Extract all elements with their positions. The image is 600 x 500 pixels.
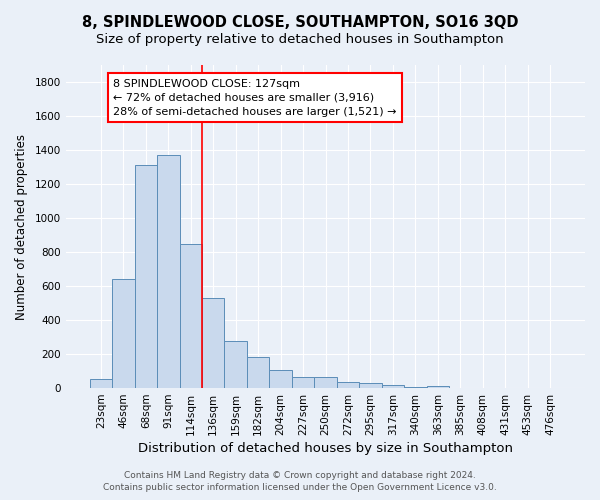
Bar	[202, 298, 224, 388]
Text: Contains HM Land Registry data © Crown copyright and database right 2024.
Contai: Contains HM Land Registry data © Crown c…	[103, 471, 497, 492]
Bar	[427, 386, 449, 388]
Bar	[292, 377, 314, 388]
Bar	[314, 377, 337, 388]
Bar	[157, 155, 179, 388]
Text: Size of property relative to detached houses in Southampton: Size of property relative to detached ho…	[96, 32, 504, 46]
Bar	[269, 370, 292, 388]
Y-axis label: Number of detached properties: Number of detached properties	[15, 134, 28, 320]
Bar	[337, 382, 359, 388]
Bar	[359, 383, 382, 388]
Bar	[382, 385, 404, 388]
Bar	[179, 244, 202, 388]
X-axis label: Distribution of detached houses by size in Southampton: Distribution of detached houses by size …	[138, 442, 513, 455]
Bar	[89, 378, 112, 388]
Text: 8, SPINDLEWOOD CLOSE, SOUTHAMPTON, SO16 3QD: 8, SPINDLEWOOD CLOSE, SOUTHAMPTON, SO16 …	[82, 15, 518, 30]
Bar	[224, 342, 247, 388]
Bar	[112, 279, 134, 388]
Bar	[247, 356, 269, 388]
Bar	[134, 166, 157, 388]
Text: 8 SPINDLEWOOD CLOSE: 127sqm
← 72% of detached houses are smaller (3,916)
28% of : 8 SPINDLEWOOD CLOSE: 127sqm ← 72% of det…	[113, 78, 397, 116]
Bar	[404, 386, 427, 388]
